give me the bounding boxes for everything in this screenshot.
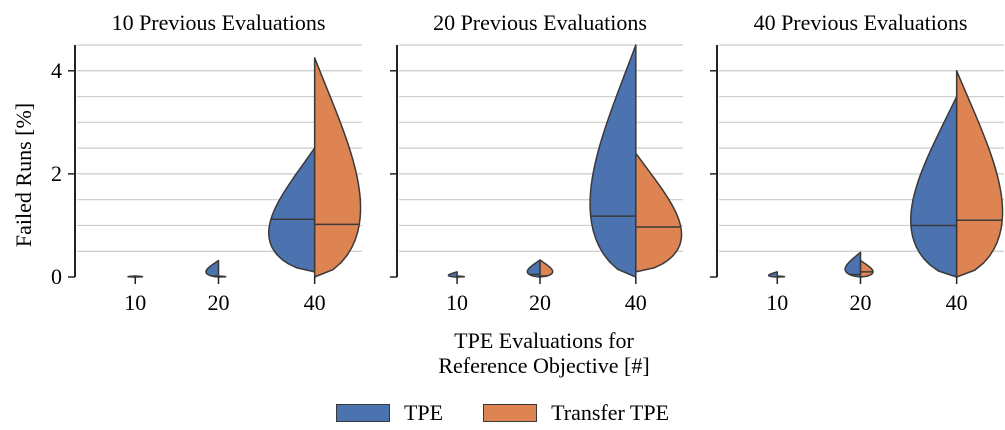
x-tick-label: 20 bbox=[850, 290, 872, 315]
x-axis-label-line1: TPE Evaluations for bbox=[454, 328, 634, 353]
panel-title: 40 Previous Evaluations bbox=[754, 10, 968, 35]
violin-half-tpe bbox=[268, 147, 316, 273]
violin-half-transfer-tpe bbox=[776, 275, 786, 278]
violin-half-transfer-tpe bbox=[635, 152, 683, 273]
y-tick-label: 0 bbox=[51, 264, 62, 289]
legend-item-transfer-tpe: Transfer TPE bbox=[483, 400, 669, 426]
violin-half-transfer-tpe bbox=[859, 259, 874, 278]
legend-swatch-transfer-tpe bbox=[483, 404, 538, 422]
violin-half-tpe bbox=[447, 271, 458, 278]
violin-half-tpe bbox=[767, 271, 779, 278]
y-axis-label: Failed Runs [%] bbox=[11, 103, 36, 247]
violin-half-transfer-tpe bbox=[539, 259, 554, 278]
legend-swatch-tpe bbox=[335, 404, 390, 422]
x-tick-label: 10 bbox=[766, 290, 788, 315]
violin-half-transfer-tpe bbox=[456, 275, 466, 278]
violin-half-transfer-tpe bbox=[313, 57, 362, 278]
legend: TPE Transfer TPE bbox=[0, 400, 1005, 426]
x-tick-label: 40 bbox=[625, 290, 647, 315]
y-tick-label: 2 bbox=[51, 161, 62, 186]
x-tick-label: 40 bbox=[304, 290, 326, 315]
x-tick-label: 20 bbox=[208, 290, 230, 315]
legend-label-tpe: TPE bbox=[403, 400, 444, 425]
legend-item-tpe: TPE bbox=[335, 400, 444, 426]
x-axis-label-line2: Reference Objective [#] bbox=[438, 353, 649, 378]
x-tick-label: 10 bbox=[124, 290, 146, 315]
legend-label-transfer-tpe: Transfer TPE bbox=[551, 400, 670, 425]
y-tick-label: 4 bbox=[51, 58, 62, 83]
panel-title: 20 Previous Evaluations bbox=[433, 10, 647, 35]
x-tick-label: 10 bbox=[446, 290, 468, 315]
violin-half-tpe bbox=[205, 259, 220, 278]
violin-half-tpe bbox=[127, 275, 137, 278]
violin-half-transfer-tpe bbox=[955, 70, 1004, 278]
violin-half-tpe bbox=[589, 44, 637, 278]
violin-half-transfer-tpe bbox=[217, 275, 227, 278]
violin-half-tpe bbox=[910, 95, 958, 278]
x-tick-label: 20 bbox=[529, 290, 551, 315]
panel-title: 10 Previous Evaluations bbox=[112, 10, 326, 35]
violin-half-transfer-tpe bbox=[134, 275, 144, 278]
x-tick-label: 40 bbox=[946, 290, 968, 315]
violin-half-tpe bbox=[844, 251, 862, 278]
violin-half-tpe bbox=[526, 259, 541, 278]
